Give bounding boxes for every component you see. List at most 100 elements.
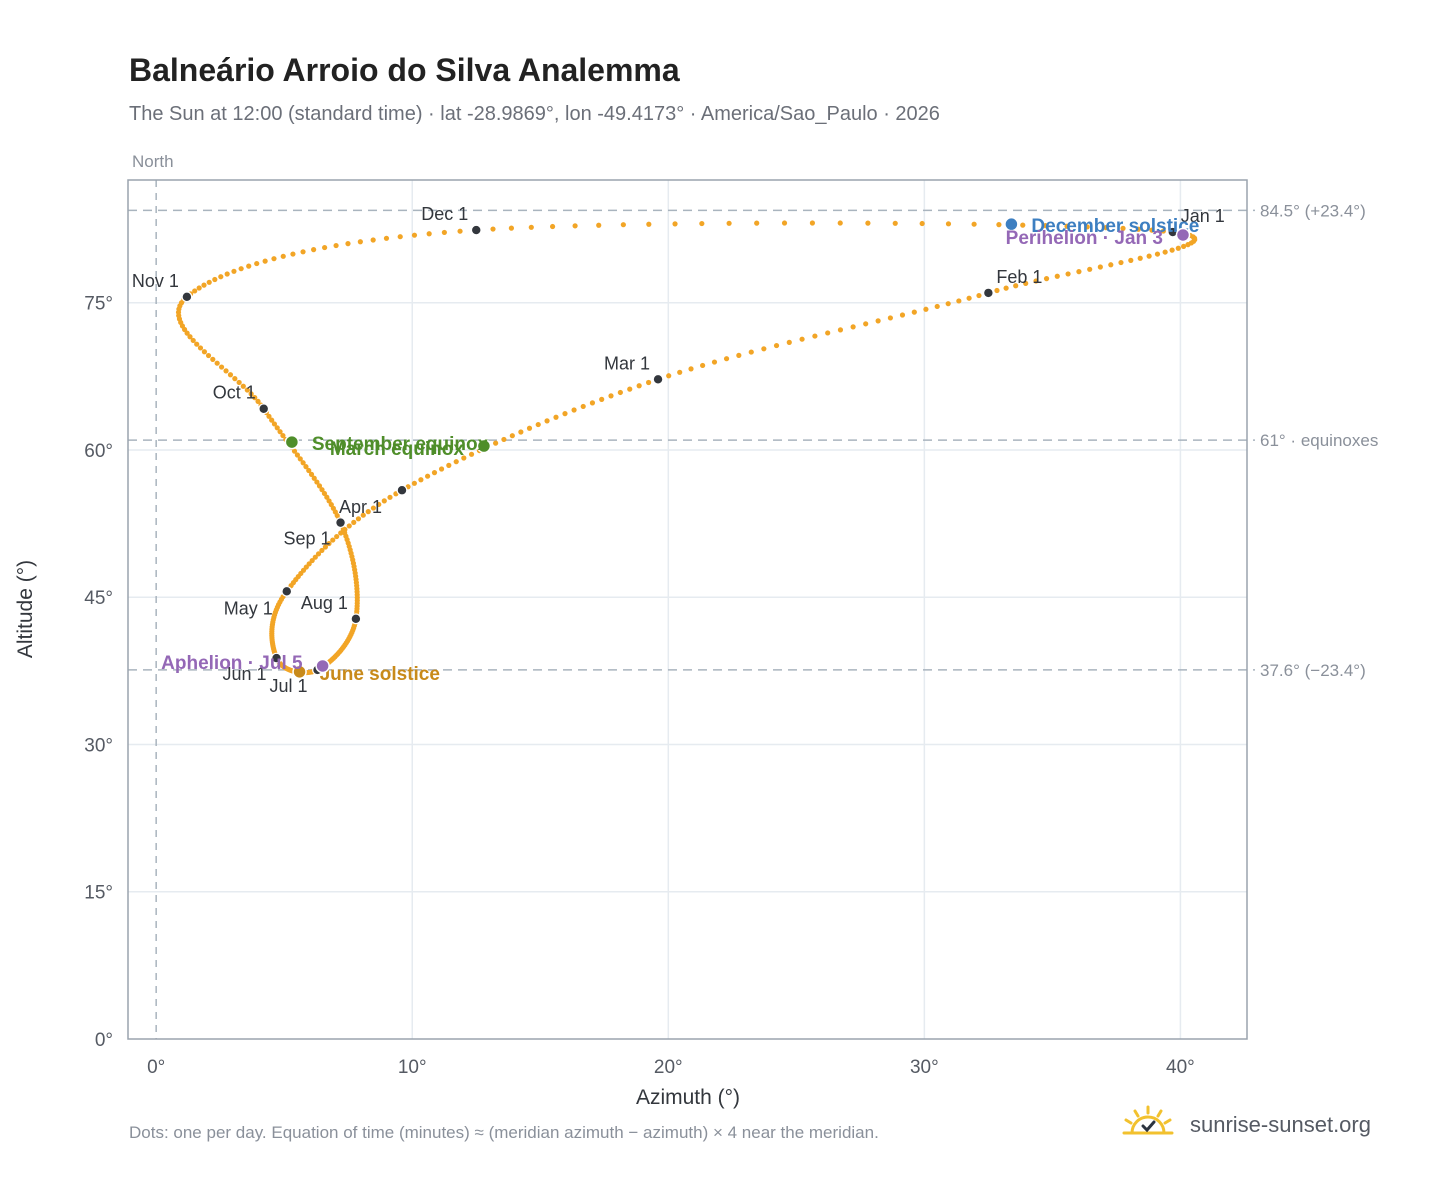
day-point xyxy=(322,544,328,550)
day-point xyxy=(596,222,602,228)
day-point xyxy=(314,479,320,485)
day-point xyxy=(748,349,754,355)
day-point xyxy=(1181,243,1187,250)
month-marker xyxy=(335,517,346,529)
day-point xyxy=(1128,257,1134,263)
day-point xyxy=(1064,223,1070,229)
day-point xyxy=(1160,228,1166,234)
reference-line-label: 37.6° (−23.4°) xyxy=(1260,661,1366,680)
day-point xyxy=(711,359,718,365)
day-point xyxy=(316,483,323,489)
day-point xyxy=(326,498,332,504)
day-point xyxy=(196,285,202,291)
day-point xyxy=(446,462,452,468)
page-title: Balneário Arroio do Silva Analemma xyxy=(129,52,680,88)
day-point xyxy=(1162,249,1168,255)
month-marker xyxy=(181,291,193,303)
day-point xyxy=(294,452,300,458)
north-label: North xyxy=(132,152,174,171)
event-marker xyxy=(476,438,492,454)
day-point xyxy=(518,429,524,435)
day-point xyxy=(218,274,224,280)
reference-line-label: 84.5° (+23.4°) xyxy=(1260,201,1366,220)
y-tick-label: 0° xyxy=(95,1030,113,1051)
day-point xyxy=(232,376,238,382)
day-point xyxy=(535,421,541,428)
day-point xyxy=(187,334,193,340)
month-label: Dec 1 xyxy=(421,204,468,224)
event-label: Aphelion · Jul 5 xyxy=(161,653,303,674)
day-point xyxy=(330,537,336,543)
day-point xyxy=(919,220,925,227)
x-axis-title: Azimuth (°) xyxy=(636,1086,740,1109)
day-point xyxy=(418,477,424,483)
day-point xyxy=(376,501,382,508)
day-point xyxy=(501,436,507,443)
day-point xyxy=(923,306,929,312)
event-marker xyxy=(1175,227,1191,243)
day-point xyxy=(197,345,204,351)
day-point xyxy=(490,226,496,232)
y-tick-label: 75° xyxy=(84,294,113,315)
day-point xyxy=(863,321,869,327)
day-point xyxy=(636,383,642,389)
day-point xyxy=(723,356,730,362)
plot-frame xyxy=(127,179,1248,1040)
day-point xyxy=(345,241,351,247)
day-point xyxy=(646,379,652,386)
day-point xyxy=(266,413,272,419)
day-point xyxy=(608,393,614,399)
day-point xyxy=(346,523,352,529)
day-point xyxy=(966,295,972,301)
day-point xyxy=(397,234,403,240)
day-point xyxy=(280,432,286,439)
day-point xyxy=(699,220,705,227)
day-point xyxy=(308,471,315,477)
axes: 0° 10° 20° 30° 40° 0° 15° 30° 45° 60° 75° Azimuth (… xyxy=(14,294,1195,1109)
day-point xyxy=(252,395,258,401)
day-point xyxy=(934,303,940,310)
day-point xyxy=(1185,242,1191,248)
day-point xyxy=(303,464,309,470)
day-point xyxy=(837,327,844,333)
day-point xyxy=(1135,226,1141,232)
day-point xyxy=(1108,262,1114,268)
day-point xyxy=(210,356,216,362)
sun-logo-icon xyxy=(1122,1105,1174,1135)
day-point xyxy=(617,389,623,396)
day-point xyxy=(244,387,250,393)
day-point xyxy=(646,221,652,227)
day-point xyxy=(453,459,459,465)
event-label: March equinox xyxy=(330,439,465,460)
day-point xyxy=(976,292,982,299)
month-label: Oct 1 xyxy=(213,383,256,403)
day-point xyxy=(544,418,550,424)
day-point xyxy=(1154,251,1161,257)
day-point xyxy=(672,221,678,227)
day-point xyxy=(1033,278,1039,284)
day-point xyxy=(754,220,760,226)
day-point xyxy=(1043,276,1050,282)
day-point xyxy=(190,337,196,344)
day-point xyxy=(1103,225,1109,231)
day-point xyxy=(887,315,894,321)
day-point xyxy=(911,309,917,315)
brand-logo[interactable]: sunrise-sunset.org xyxy=(1120,1103,1390,1147)
day-point xyxy=(214,360,220,366)
day-point xyxy=(254,260,260,267)
day-point xyxy=(319,487,325,493)
day-point xyxy=(1023,280,1029,286)
day-point xyxy=(1120,225,1126,231)
y-tick-label: 60° xyxy=(84,441,113,462)
y-tick-label: 45° xyxy=(84,588,113,609)
month-label: Jun 1 xyxy=(222,664,266,684)
day-point xyxy=(370,237,376,243)
day-point xyxy=(201,282,207,288)
day-point xyxy=(812,333,818,339)
day-point xyxy=(248,391,254,397)
day-point xyxy=(271,421,278,427)
day-point xyxy=(387,494,393,500)
day-point xyxy=(1175,245,1181,251)
day-point xyxy=(334,533,340,540)
day-point xyxy=(271,256,277,262)
